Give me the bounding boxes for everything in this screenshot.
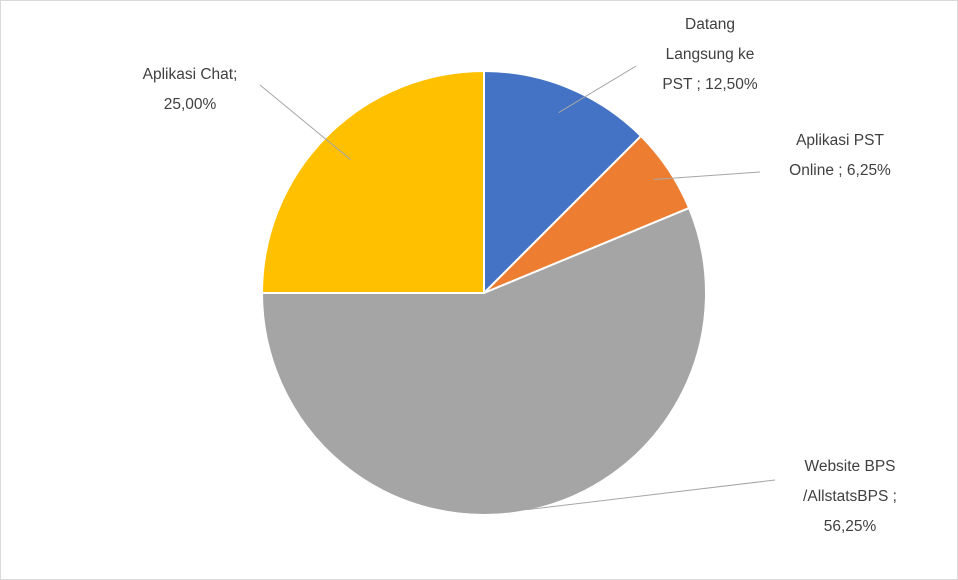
label-value: 12,50% bbox=[705, 76, 758, 93]
label-value: 6,25% bbox=[846, 162, 891, 179]
pie-slice bbox=[260, 69, 485, 294]
label-category: Aplikasi Chat; bbox=[142, 66, 238, 83]
label-value: 56,25% bbox=[823, 518, 877, 535]
leader-line bbox=[558, 65, 637, 113]
label-category: Aplikasi PST Online ; bbox=[789, 132, 884, 179]
label-category: Datang Langsung ke PST ; bbox=[662, 16, 755, 93]
data-label: Website BPS /AllstatsBPS ; 56,25% bbox=[791, 452, 909, 542]
pie-slice bbox=[483, 69, 643, 296]
leader-line bbox=[653, 171, 761, 181]
label-category: Website BPS /AllstatsBPS ; bbox=[803, 458, 897, 505]
data-label: Aplikasi PST Online ; 6,25% bbox=[781, 126, 899, 186]
data-label: Aplikasi Chat; 25,00% bbox=[131, 60, 249, 120]
label-value: 25,00% bbox=[163, 96, 217, 113]
leader-line bbox=[259, 84, 351, 160]
pie-slice bbox=[260, 206, 707, 516]
data-label: Datang Langsung ke PST ; 12,50% bbox=[651, 10, 769, 100]
leader-line bbox=[527, 479, 776, 511]
